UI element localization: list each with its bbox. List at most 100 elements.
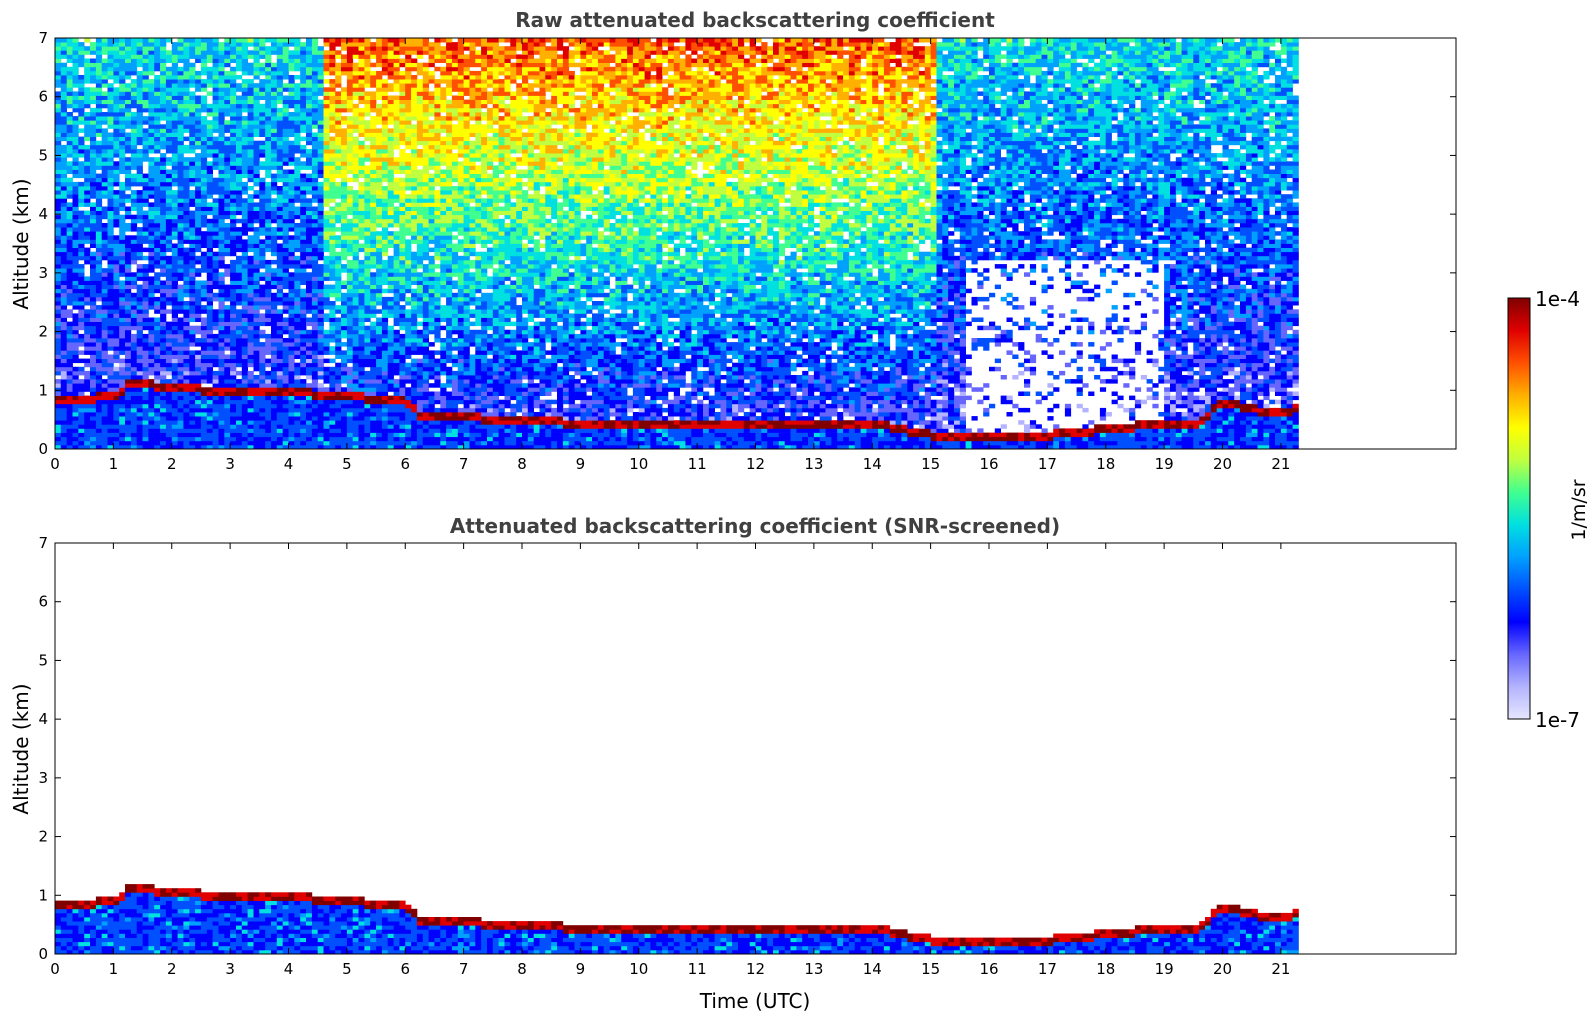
heatmap-cell — [130, 317, 138, 322]
heatmap-cell — [288, 354, 295, 359]
heatmap-cell — [259, 227, 266, 232]
heatmap-cell — [218, 255, 225, 261]
heatmap-cell — [130, 350, 138, 355]
heatmap-cell — [125, 144, 132, 150]
heatmap-cell — [154, 301, 161, 306]
heatmap-cell — [218, 243, 225, 248]
heatmap-cell — [346, 243, 354, 248]
heatmap-cell — [95, 107, 103, 113]
heatmap-cell — [142, 440, 149, 446]
heatmap-cell — [72, 120, 79, 125]
heatmap-cell — [189, 190, 196, 195]
heatmap-cell — [177, 149, 184, 154]
heatmap-cell — [148, 66, 155, 72]
heatmap-cell — [247, 169, 254, 174]
heatmap-cell — [130, 383, 138, 388]
heatmap-cell — [329, 309, 336, 314]
heatmap-cell — [125, 223, 132, 228]
heatmap-cell — [160, 186, 167, 191]
heatmap-cell — [317, 333, 324, 339]
heatmap-cell — [306, 399, 313, 405]
heatmap-cell — [276, 391, 283, 396]
heatmap-cell — [241, 268, 248, 273]
heatmap-cell — [154, 387, 161, 392]
heatmap-cell — [148, 292, 155, 298]
heatmap-cell — [241, 190, 248, 195]
heatmap-cell — [323, 264, 330, 269]
heatmap-cell — [130, 436, 138, 442]
heatmap-cell — [136, 206, 143, 211]
heatmap-cell — [119, 272, 126, 277]
heatmap-cell — [177, 83, 184, 88]
heatmap-cell — [119, 391, 126, 396]
heatmap-cell — [282, 416, 289, 421]
heatmap-cell — [66, 366, 73, 372]
heatmap-cell — [271, 140, 278, 146]
heatmap-cell — [183, 301, 190, 306]
heatmap-cell — [265, 338, 272, 343]
heatmap-cell — [329, 317, 336, 322]
heatmap-cell — [224, 42, 231, 47]
heatmap-cell — [311, 379, 319, 384]
heatmap-cell — [95, 424, 103, 429]
heatmap-cell — [101, 153, 108, 158]
heatmap-cell — [154, 87, 161, 92]
heatmap-cell — [84, 153, 91, 158]
heatmap-cell — [236, 403, 243, 409]
heatmap-cell — [183, 235, 190, 240]
heatmap-cell — [125, 284, 132, 290]
heatmap-cell — [317, 407, 324, 413]
heatmap-cell — [130, 91, 138, 96]
heatmap-cell — [154, 218, 161, 224]
heatmap-cell — [189, 292, 196, 298]
heatmap-cell — [107, 432, 114, 438]
heatmap-cell — [311, 62, 319, 68]
heatmap-cell — [130, 99, 138, 105]
heatmap-cell — [241, 120, 248, 125]
heatmap-cell — [206, 46, 213, 51]
heatmap-cell — [253, 173, 260, 179]
heatmap-cell — [358, 440, 365, 446]
heatmap-cell — [276, 190, 283, 195]
heatmap-cell — [364, 268, 371, 273]
heatmap-cell — [206, 399, 213, 405]
heatmap-cell — [341, 95, 348, 100]
heatmap-cell — [113, 259, 120, 265]
heatmap-cell — [119, 124, 126, 129]
heatmap-cell — [55, 99, 62, 105]
heatmap-cell — [212, 276, 219, 281]
heatmap-cell — [101, 370, 108, 376]
heatmap-cell — [300, 395, 307, 401]
heatmap-cell — [352, 309, 359, 314]
heatmap-cell — [60, 432, 67, 438]
heatmap-cell — [177, 403, 184, 409]
heatmap-cell — [113, 210, 120, 216]
heatmap-cell — [341, 173, 348, 179]
heatmap-cell — [352, 305, 359, 310]
heatmap-cell — [55, 107, 62, 113]
heatmap-cell — [311, 280, 319, 285]
heatmap-cell — [195, 399, 202, 405]
heatmap-cell — [113, 251, 120, 257]
heatmap-cell — [206, 239, 213, 244]
heatmap-cell — [78, 165, 85, 170]
heatmap-cell — [329, 235, 336, 240]
heatmap-cell — [177, 202, 184, 207]
heatmap-cell — [259, 190, 266, 195]
heatmap-cell — [148, 83, 155, 88]
heatmap-cell — [317, 75, 324, 80]
heatmap-cell — [95, 79, 103, 84]
heatmap-cell — [165, 218, 173, 224]
heatmap-cell — [329, 358, 336, 364]
heatmap-cell — [160, 181, 167, 187]
heatmap-cell — [189, 436, 196, 442]
heatmap-cell — [265, 276, 272, 281]
heatmap-cell — [195, 342, 202, 347]
heatmap-cell — [288, 132, 295, 137]
heatmap-cell — [183, 190, 190, 195]
heatmap-cell — [247, 395, 254, 401]
heatmap-cell — [259, 370, 266, 376]
heatmap-cell — [101, 284, 108, 290]
heatmap-cell — [271, 420, 278, 425]
heatmap-cell — [236, 50, 243, 55]
